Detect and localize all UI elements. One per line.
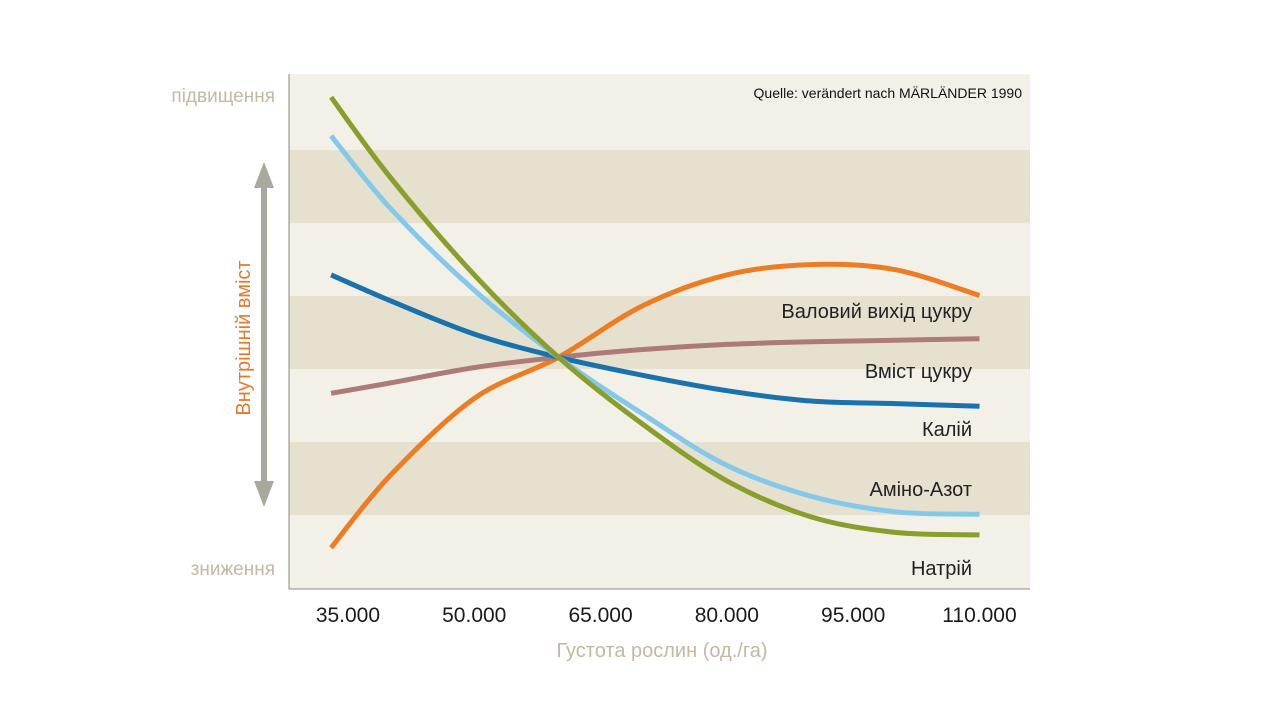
y-top-level-label: підвищення [171, 86, 275, 107]
x-tick-label: 80.000 [695, 604, 759, 627]
series-label-potassium: Калій [922, 419, 972, 441]
y-axis-label: Внутрішній вміст [233, 260, 255, 415]
series-labels: Валовий вихід цукру Вміст цукру Калій Аміно… [781, 301, 972, 580]
x-axis-label: Густота рослин (од./га) [557, 640, 768, 662]
series-label-amino-nitrogen: Аміно-Азот [870, 479, 973, 501]
x-tick-label: 65.000 [568, 604, 632, 627]
series-line-sugar-content [330, 336, 980, 396]
band-group [289, 150, 1030, 515]
series-line-sodium [329, 95, 980, 538]
series-line-amino-nitrogen [329, 134, 980, 517]
x-tick-label: 95.000 [821, 604, 885, 627]
source-note: Quelle: verändert nach MÄRLÄNDER 1990 [754, 85, 1023, 101]
x-tick-labels: 35.000 50.000 65.000 80.000 95.000 110.000 [316, 604, 1017, 627]
double-arrow-icon [254, 162, 274, 507]
x-tick-label: 35.000 [316, 604, 380, 627]
series-label-sodium: Натрій [911, 558, 972, 580]
series-line-potassium [330, 272, 980, 409]
series-lines [329, 95, 981, 550]
series-label-sugar-content: Вміст цукру [865, 361, 972, 383]
x-tick-label: 110.000 [942, 604, 1016, 627]
series-label-gross-sugar-yield: Валовий вихід цукру [781, 301, 972, 323]
series-line-gross-sugar-yield [329, 261, 981, 550]
background-band [289, 150, 1030, 223]
x-tick-label: 50.000 [442, 604, 506, 627]
y-bottom-level-label: зниження [191, 559, 275, 580]
